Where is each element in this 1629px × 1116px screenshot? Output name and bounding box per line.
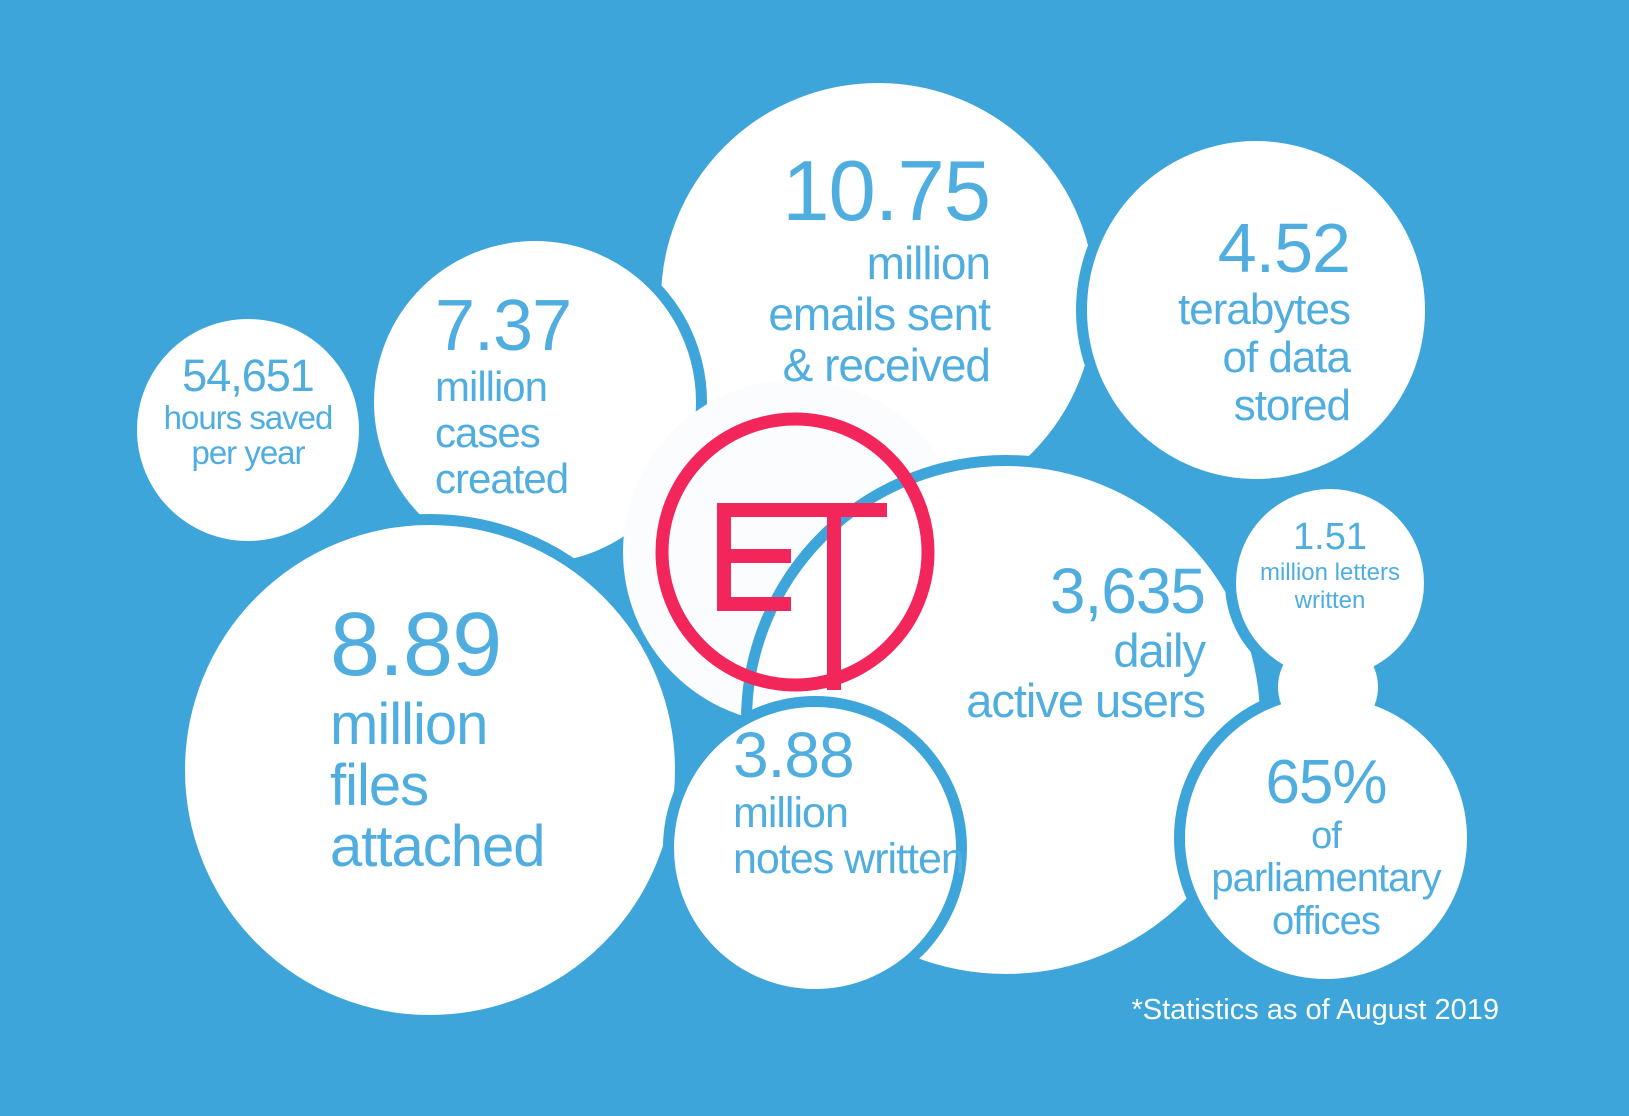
stat-value: 3.88 bbox=[733, 719, 855, 791]
stat-daily-active-users: 3,635 daily active users bbox=[966, 555, 1206, 727]
et-logo-ring bbox=[655, 412, 935, 692]
stat-label: terabytes bbox=[1178, 285, 1351, 334]
stat-value: 65% bbox=[1265, 748, 1387, 817]
stat-data-stored: 4.52 terabytes of data stored bbox=[1178, 209, 1351, 430]
stat-parliamentary-offices: 65% of parliamentary offices bbox=[1174, 750, 1478, 943]
bubble-files-attached bbox=[174, 514, 686, 1026]
stat-value: 7.37 bbox=[435, 286, 572, 366]
bubble-hours-saved bbox=[126, 308, 370, 552]
bubble-merge-patch bbox=[1278, 637, 1378, 737]
et-letter-t-stem bbox=[827, 503, 841, 690]
stat-label: attached bbox=[330, 814, 546, 879]
et-logo-letters bbox=[717, 503, 887, 690]
stat-label: million bbox=[733, 789, 849, 837]
stat-label: of data bbox=[1222, 333, 1351, 382]
stat-emails-sent-received: 10.75 million emails sent & received bbox=[768, 144, 991, 391]
stat-value: 3,635 bbox=[1049, 555, 1206, 627]
et-logo-icon bbox=[655, 412, 935, 692]
bubble-notes-written bbox=[663, 696, 967, 1000]
stat-notes-written: 3.88 million notes written bbox=[733, 719, 965, 883]
stat-label: daily bbox=[1113, 624, 1206, 677]
stat-label: million letters bbox=[1259, 559, 1401, 586]
stat-label: files bbox=[330, 753, 429, 818]
stat-label: per year bbox=[191, 434, 305, 471]
stat-letters-written: 1.51 million letters written bbox=[1225, 515, 1435, 615]
stat-value: 1.51 bbox=[1293, 516, 1367, 558]
stat-label: parliamentary bbox=[1211, 856, 1441, 900]
stat-label: & received bbox=[782, 339, 991, 391]
stat-value: 4.52 bbox=[1217, 209, 1351, 287]
stat-label: million bbox=[330, 692, 488, 757]
stat-value: 8.89 bbox=[330, 595, 502, 695]
bubble-data-stored bbox=[1076, 130, 1436, 490]
stat-label: emails sent bbox=[768, 288, 991, 340]
stat-cases-created: 7.37 million cases created bbox=[435, 286, 572, 502]
stat-label: million bbox=[435, 363, 548, 410]
stat-files-attached: 8.89 million files attached bbox=[330, 595, 546, 879]
stat-label: million bbox=[866, 237, 991, 289]
et-letter-e-mid bbox=[717, 549, 791, 563]
stat-label: cases bbox=[435, 409, 541, 456]
stat-label: of bbox=[1311, 815, 1342, 857]
stat-label: hours saved bbox=[163, 399, 334, 436]
stat-value: 54,651 bbox=[182, 350, 315, 401]
stat-label: active users bbox=[966, 674, 1206, 727]
stat-label: written bbox=[1294, 587, 1366, 614]
stat-hours-saved: 54,651 hours saved per year bbox=[126, 350, 370, 471]
stat-label: created bbox=[435, 455, 569, 502]
stat-value: 10.75 bbox=[782, 144, 991, 239]
et-letter-top-bar bbox=[717, 503, 887, 517]
stat-label: notes written bbox=[733, 835, 965, 883]
stat-label: stored bbox=[1233, 381, 1351, 430]
footnote: *Statistics as of August 2019 bbox=[1131, 994, 1499, 1026]
et-letter-e-bottom bbox=[717, 597, 791, 611]
stat-label: offices bbox=[1272, 899, 1381, 943]
